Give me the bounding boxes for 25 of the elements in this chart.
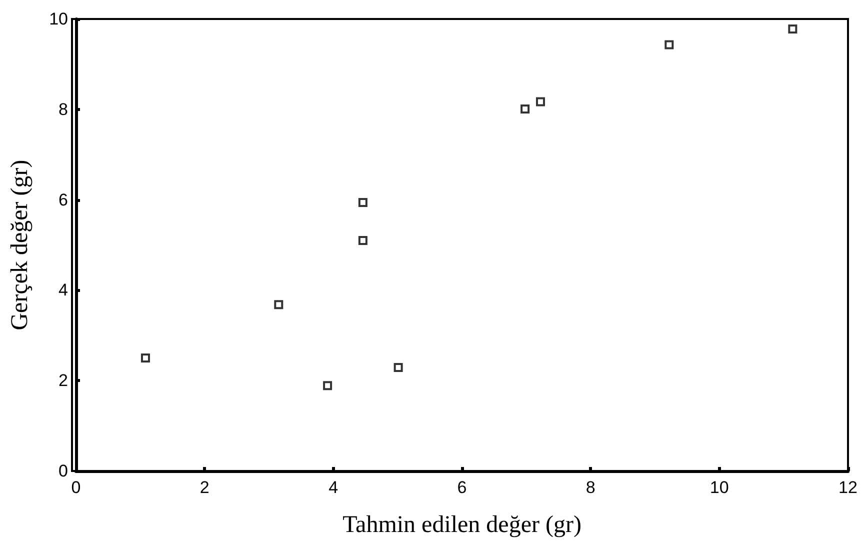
y-tick-label: 0 xyxy=(58,462,68,480)
x-axis-title: Tahmin edilen değer (gr) xyxy=(342,512,582,538)
y-axis-title: Gerçek değer (gr) xyxy=(7,160,33,330)
x-tick-label: 2 xyxy=(200,478,210,497)
point xyxy=(274,300,284,310)
point xyxy=(664,40,674,50)
x-tick-label: 10 xyxy=(710,478,729,497)
point xyxy=(358,198,368,208)
y-tick-label: 8 xyxy=(58,100,68,119)
y-tick-label: 2 xyxy=(58,371,68,390)
point xyxy=(358,236,368,245)
point xyxy=(323,381,332,390)
y-tick-label: 10 xyxy=(49,10,68,28)
x-tick-label: 6 xyxy=(457,478,467,497)
y-tick-label: 6 xyxy=(58,190,68,210)
x-tick-label: 4 xyxy=(328,478,338,497)
point xyxy=(140,354,150,362)
x-tick-label: 12 xyxy=(838,478,858,497)
point xyxy=(394,362,403,372)
point xyxy=(536,97,545,106)
y-tick-label: 4 xyxy=(58,280,68,300)
point xyxy=(520,104,530,114)
x-tick-label: 8 xyxy=(586,478,596,497)
x-tick-label: 0 xyxy=(71,478,81,497)
point xyxy=(788,24,798,34)
